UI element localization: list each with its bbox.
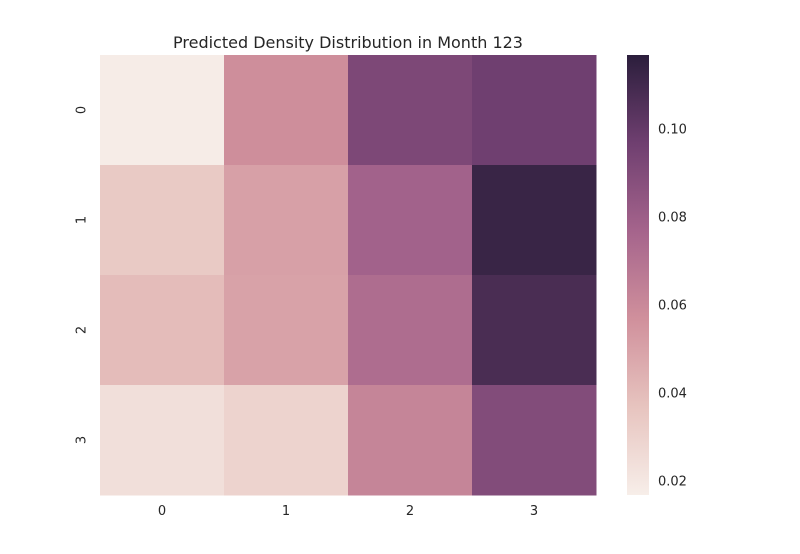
heatmap-cell-r0-c0 xyxy=(100,55,225,166)
y-tick-label: 3 xyxy=(75,436,90,444)
heatmap-cell-r3-c3 xyxy=(472,385,597,496)
heatmap-cell-r0-c2 xyxy=(348,55,473,166)
x-tick-label: 2 xyxy=(406,504,414,519)
heatmap-cell-r2-c3 xyxy=(472,275,597,386)
x-tick-label: 0 xyxy=(158,504,166,519)
heatmap-cell-r1-c0 xyxy=(100,165,225,276)
x-tick-label: 3 xyxy=(530,504,538,519)
heatmap-cell-r0-c1 xyxy=(224,55,349,166)
y-tick-label: 0 xyxy=(75,106,90,114)
y-tick-label: 2 xyxy=(75,326,90,334)
colorbar-ticks: 0.02 0.04 0.06 0.08 0.10 xyxy=(658,122,687,489)
heatmap-cell-r3-c0 xyxy=(100,385,225,496)
colorbar-tick-label: 0.08 xyxy=(658,210,687,225)
colorbar xyxy=(627,55,649,495)
heatmap-cell-r0-c3 xyxy=(472,55,597,166)
heatmap-cells xyxy=(100,55,597,496)
y-axis-ticks: 0 1 2 3 xyxy=(75,106,90,444)
colorbar-tick-label: 0.10 xyxy=(658,122,687,137)
y-tick-label: 1 xyxy=(75,216,90,224)
heatmap-cell-r3-c1 xyxy=(224,385,349,496)
heatmap-cell-r1-c2 xyxy=(348,165,473,276)
colorbar-tick-label: 0.06 xyxy=(658,298,687,313)
heatmap-cell-r1-c1 xyxy=(224,165,349,276)
chart-title: Predicted Density Distribution in Month … xyxy=(173,33,523,52)
x-axis-ticks: 0 1 2 3 xyxy=(158,504,538,519)
colorbar-tick-label: 0.02 xyxy=(658,474,687,489)
x-tick-label: 1 xyxy=(282,504,290,519)
heatmap-cell-r2-c1 xyxy=(224,275,349,386)
heatmap-cell-r3-c2 xyxy=(348,385,473,496)
heatmap-cell-r2-c0 xyxy=(100,275,225,386)
colorbar-tick-label: 0.04 xyxy=(658,386,687,401)
heatmap-cell-r2-c2 xyxy=(348,275,473,386)
heatmap-cell-r1-c3 xyxy=(472,165,597,276)
